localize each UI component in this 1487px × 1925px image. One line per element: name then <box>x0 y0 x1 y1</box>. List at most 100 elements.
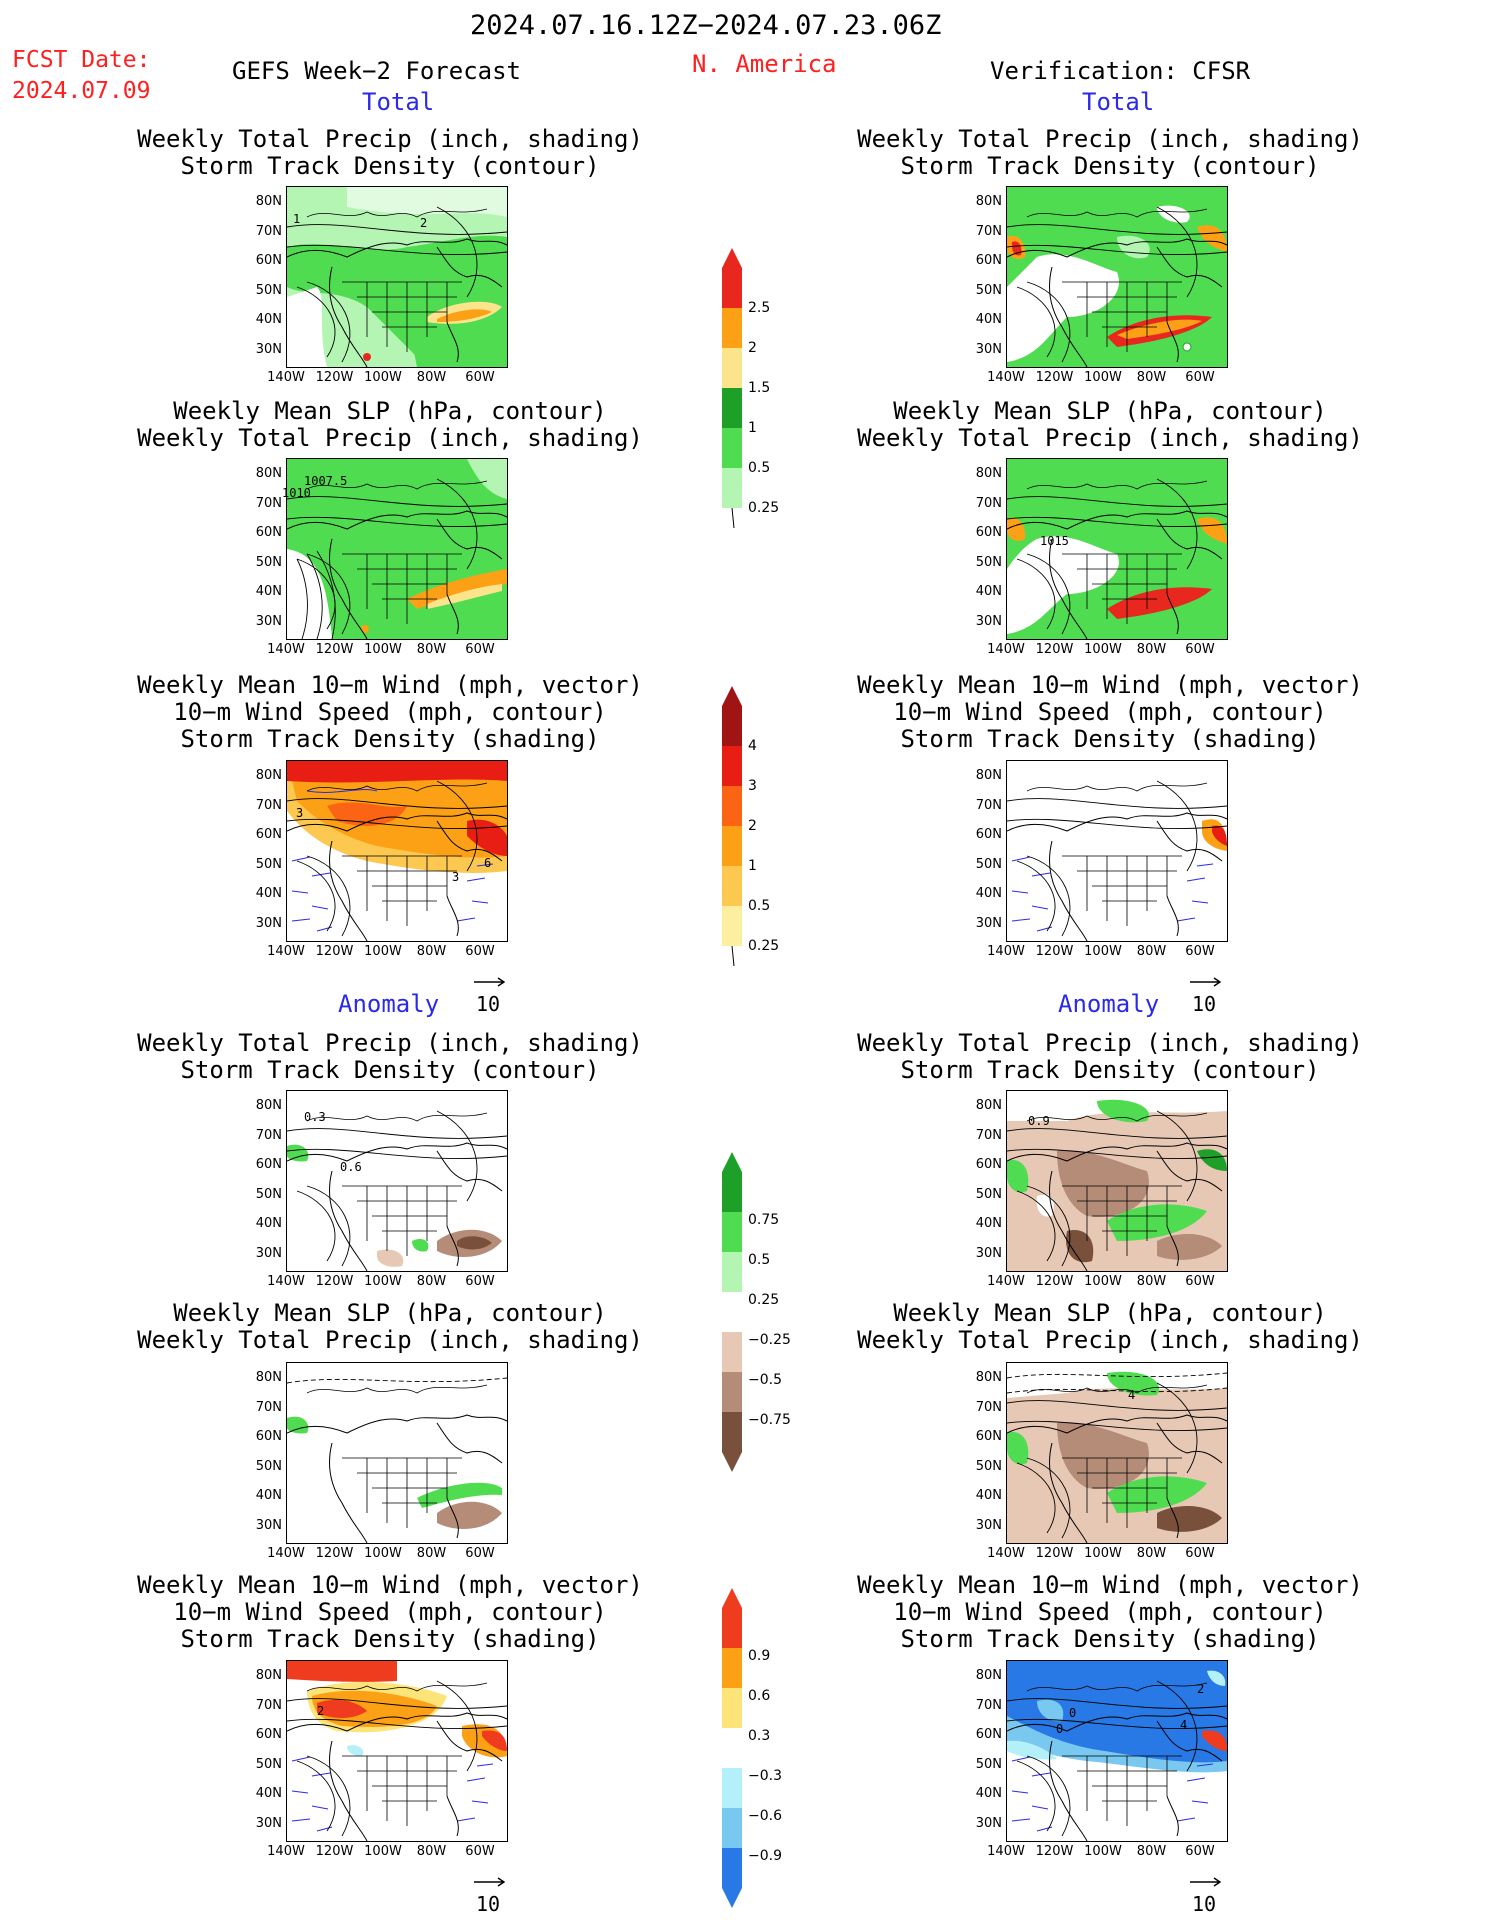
lat-tick-label: 60N <box>975 525 1002 540</box>
lat-tick-label: 50N <box>975 1186 1002 1202</box>
colorbar-label: −0.5 <box>748 1372 782 1388</box>
lat-tick-label: 80N <box>975 1370 1002 1385</box>
lon-tick-label: 60W <box>1185 370 1215 385</box>
fc-total-slp-title-1: Weekly Mean SLP (hPa, contour) <box>173 397 607 425</box>
lat-tick-label: 40N <box>975 1488 1002 1503</box>
fcst-date-label: FCST Date: <box>12 47 151 73</box>
contour-label: 3 <box>452 870 460 884</box>
lon-tick-label: 100W <box>364 1274 402 1289</box>
lon-tick-label: 80W <box>416 370 447 385</box>
lon-tick-label: 120W <box>1035 944 1074 959</box>
ver-total-slp-map <box>1006 458 1228 640</box>
colorbar-bottom-arrow <box>731 507 735 528</box>
lon-tick-label: 120W <box>1035 1274 1074 1289</box>
fc-anom-slp-map <box>286 1362 508 1544</box>
lon-tick-label: 120W <box>1035 1546 1074 1561</box>
contour-label: 1010 <box>282 486 311 500</box>
lat-tick-label: 60N <box>975 1727 1002 1742</box>
colorbar-segment <box>722 468 742 508</box>
lat-tick-label: 60N <box>255 827 282 842</box>
ver-total-wind-map <box>1006 760 1228 942</box>
contour-label: 4 <box>1180 1718 1188 1732</box>
lon-tick-label: 80W <box>416 944 447 959</box>
fc-anom-wind-map <box>286 1660 508 1842</box>
fc-total-slp-map <box>286 458 508 640</box>
colorbar-bottom-arrow <box>722 1452 742 1472</box>
lon-tick-label: 100W <box>1084 1274 1122 1289</box>
lon-tick-label: 120W <box>315 1546 354 1561</box>
lat-tick-label: 30N <box>975 1245 1002 1261</box>
lat-tick-label: 40N <box>975 886 1002 901</box>
contour-label: 1 <box>293 212 301 226</box>
contour-label: 3 <box>296 806 304 820</box>
lat-tick-label: 70N <box>255 1697 282 1713</box>
colorbar-label: −0.75 <box>748 1412 791 1428</box>
colorbar-segment <box>722 706 742 746</box>
colorbar-label: 0.3 <box>748 1728 771 1744</box>
lon-tick-label: 60W <box>465 1844 495 1859</box>
ver-anom-slp-map <box>1006 1362 1228 1544</box>
contour-label: 1007.5 <box>304 474 348 488</box>
colorbar-segment <box>722 1172 742 1212</box>
lon-tick-label: 140W <box>987 642 1025 657</box>
lat-tick-label: 50N <box>975 1458 1002 1474</box>
lat-tick-label: 70N <box>255 1399 282 1415</box>
colorbar-graphic <box>722 248 742 528</box>
lat-tick-label: 30N <box>975 613 1002 629</box>
lon-tick-label: 140W <box>267 370 305 385</box>
ver-anom-slp-title-1: Weekly Mean SLP (hPa, contour) <box>893 1299 1327 1327</box>
lat-tick-label: 70N <box>975 1399 1002 1415</box>
lat-tick-label: 30N <box>255 613 282 629</box>
lon-tick-label: 100W <box>1084 370 1122 385</box>
lon-tick-label: 140W <box>267 1546 305 1561</box>
contour-label: 0 <box>1056 1722 1064 1736</box>
colorbar-segment <box>722 1372 742 1412</box>
contour-label: 0.9 <box>1028 1114 1050 1128</box>
lat-tick-label: 70N <box>255 797 282 813</box>
fc-total-wind-map <box>286 760 508 942</box>
lon-tick-label: 100W <box>1084 1546 1122 1561</box>
lon-tick-label: 120W <box>315 370 354 385</box>
lon-tick-label: 80W <box>1136 370 1167 385</box>
lat-tick-label: 80N <box>255 194 282 209</box>
colorbar-segment <box>722 428 742 468</box>
fc-anom-precip-title-2: Storm Track Density (contour) <box>180 1056 600 1084</box>
colorbar-label: 0.25 <box>748 1292 780 1308</box>
lon-tick-label: 120W <box>315 1274 354 1289</box>
lat-tick-label: 80N <box>975 194 1002 209</box>
contour-label: 2 <box>1197 1682 1205 1696</box>
lat-tick-label: 30N <box>975 341 1002 357</box>
lon-tick-label: 80W <box>1136 944 1167 959</box>
lat-tick-label: 40N <box>975 1216 1002 1231</box>
colorbar-label: 0.6 <box>748 1688 771 1704</box>
ver-anom-wind-title-3: Storm Track Density (shading) <box>900 1625 1320 1653</box>
forecast-title: GEFS Week−2 Forecast <box>232 57 521 85</box>
colorbar-top-arrow <box>722 248 742 268</box>
ver-anom-wind-title-1: Weekly Mean 10−m Wind (mph, vector) <box>857 1571 1363 1599</box>
lat-tick-label: 40N <box>975 1786 1002 1801</box>
contour-label: 4 <box>1128 1388 1136 1402</box>
lon-tick-label: 60W <box>465 642 495 657</box>
fc-anom-wind-title-3: Storm Track Density (shading) <box>180 1625 600 1653</box>
colorbar-label: 0.25 <box>748 500 780 516</box>
lon-tick-label: 120W <box>1035 642 1074 657</box>
lat-tick-label: 40N <box>255 1786 282 1801</box>
contour-label: 0 <box>1069 1706 1077 1720</box>
lon-tick-label: 140W <box>267 944 305 959</box>
lon-tick-label: 100W <box>364 1844 402 1859</box>
colorbar-label: 0.5 <box>748 898 771 914</box>
vector-reference: 10 <box>1180 1868 1228 1916</box>
colorbar-graphic <box>722 1152 742 1472</box>
lon-tick-label: 100W <box>1084 1844 1122 1859</box>
lat-tick-label: 60N <box>255 1727 282 1742</box>
lat-tick-label: 80N <box>255 1668 282 1683</box>
lon-tick-label: 60W <box>465 1546 495 1561</box>
lat-tick-label: 30N <box>255 1815 282 1831</box>
ver-anom-precip-title-1: Weekly Total Precip (inch, shading) <box>857 1029 1363 1057</box>
colorbar-segment <box>722 388 742 428</box>
lon-tick-label: 100W <box>364 370 402 385</box>
lat-tick-label: 40N <box>255 584 282 599</box>
lat-tick-label: 50N <box>255 1186 282 1202</box>
colorbar-label: 1.5 <box>748 380 771 396</box>
ver-anom-wind-map <box>1006 1660 1228 1842</box>
